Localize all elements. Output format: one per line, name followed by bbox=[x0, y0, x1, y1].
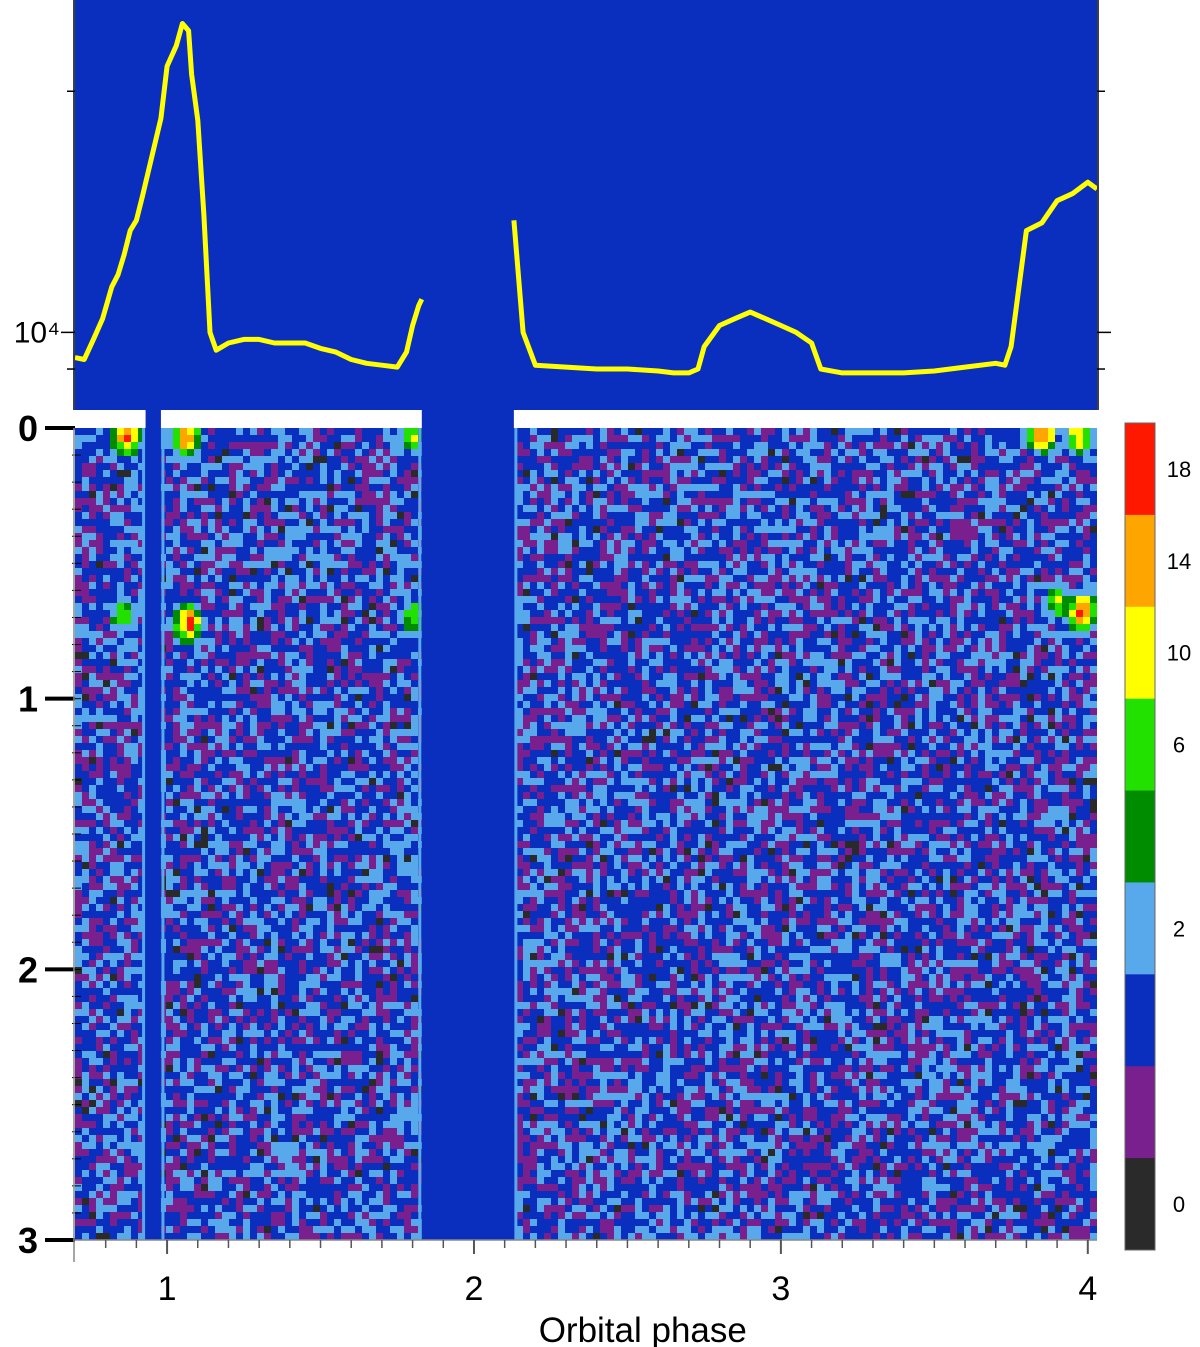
lightcurve-y-tick-label: 10⁴ bbox=[14, 316, 60, 349]
lightcurve-background bbox=[75, 0, 1097, 410]
heatmap-panel: 0 1 2 3 1 2 3 4 bbox=[18, 408, 1097, 1308]
colorbar-segment bbox=[1125, 882, 1155, 975]
colorbar-frame bbox=[1124, 422, 1156, 1251]
x-axis-tick-label: 3 bbox=[771, 1270, 790, 1308]
colorbar-segment bbox=[1125, 698, 1155, 792]
lightcurve-line-1 bbox=[74, 21, 425, 370]
heatmap-y-tick-label: 1 bbox=[18, 679, 38, 720]
x-axis-tick-label: 2 bbox=[465, 1270, 484, 1308]
colorbar-tick-label: 0 bbox=[1173, 1192, 1185, 1217]
heatmap-cells bbox=[75, 428, 1097, 1240]
heatmap-y-tick-label: 3 bbox=[18, 1220, 38, 1261]
lightcurve-line-2 bbox=[511, 179, 1099, 376]
x-axis-tick-label: 4 bbox=[1078, 1270, 1097, 1308]
x-axis-tick-label: 1 bbox=[158, 1270, 177, 1308]
colorbar-segment bbox=[1125, 1066, 1155, 1159]
colorbar-tick-label: 14 bbox=[1167, 549, 1191, 574]
heatmap-y-tick-label: 2 bbox=[18, 949, 38, 990]
colorbar-segment bbox=[1125, 606, 1155, 700]
colorbar-tick-label: 10 bbox=[1167, 641, 1191, 666]
colorbar-segment bbox=[1125, 423, 1155, 516]
x-axis-title: Orbital phase bbox=[539, 1311, 747, 1347]
colorbar-segment bbox=[1125, 790, 1155, 883]
masked-strip-2 bbox=[421, 410, 514, 1240]
colorbar: 18 14 10 6 2 0 bbox=[1124, 422, 1191, 1251]
lightcurve-panel bbox=[61, 0, 1111, 410]
colorbar-segment bbox=[1125, 974, 1155, 1067]
colorbar-tick-label: 2 bbox=[1173, 916, 1185, 941]
heatmap-y-tick-label: 0 bbox=[18, 408, 38, 449]
colorbar-tick-label: 18 bbox=[1167, 457, 1191, 482]
masked-strip-1 bbox=[145, 410, 161, 1240]
colorbar-segment bbox=[1125, 1158, 1155, 1251]
colorbar-tick-label: 6 bbox=[1173, 733, 1185, 758]
colorbar-segment bbox=[1125, 514, 1155, 608]
